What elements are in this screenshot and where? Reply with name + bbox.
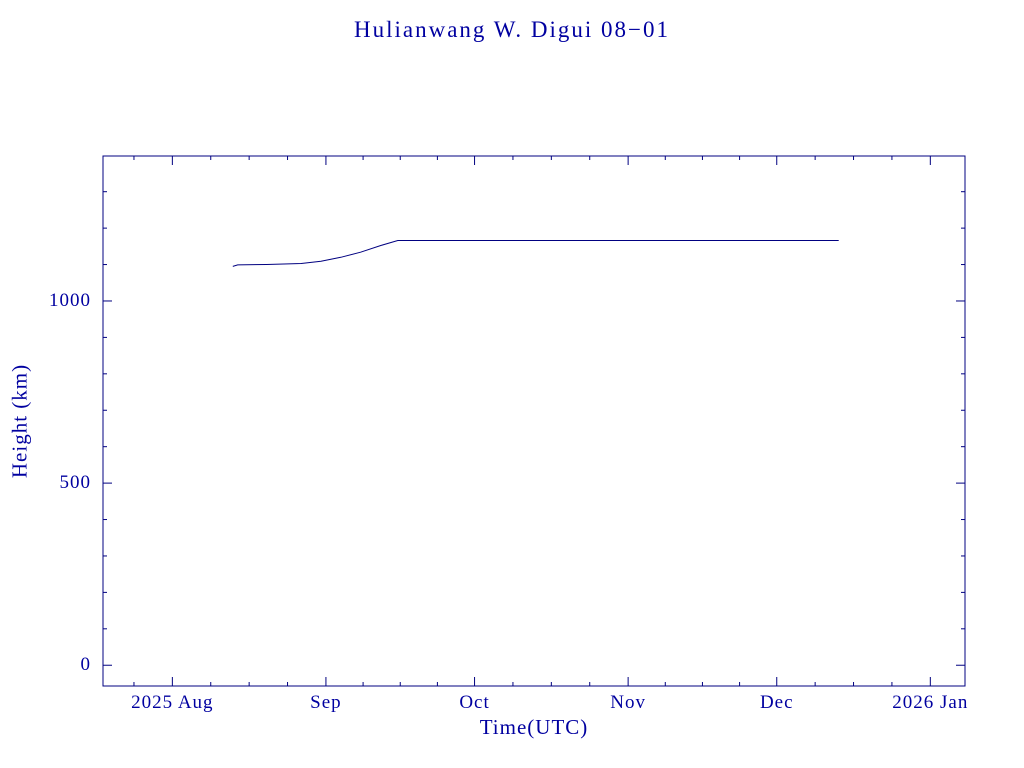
x-tick-label: Sep xyxy=(310,692,342,713)
y-tick-label: 0 xyxy=(80,654,91,676)
x-tick-label: Dec xyxy=(759,692,794,713)
y-tick-label: 500 xyxy=(59,472,91,494)
x-tick-label: Oct xyxy=(459,692,490,713)
plot-frame xyxy=(102,155,966,687)
x-tick-label: 2025 Aug xyxy=(131,692,214,713)
x-tick-label: Nov xyxy=(610,692,646,713)
x-axis-label: Time(UTC) xyxy=(479,715,589,739)
y-tick-label: 1000 xyxy=(49,289,91,311)
data-line-height-series xyxy=(232,240,839,267)
x-tick-label: 2026 Jan xyxy=(892,692,969,713)
chart-title: Hulianwang W. Digui 08−01 xyxy=(354,17,670,42)
